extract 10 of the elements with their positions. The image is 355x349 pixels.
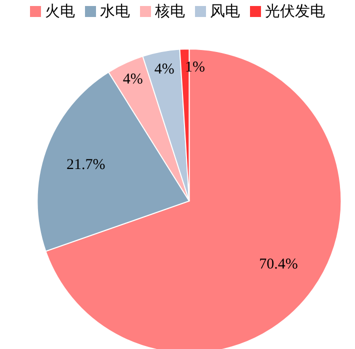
legend-label: 核电 — [155, 2, 185, 20]
data-label: 70.4% — [259, 256, 298, 272]
data-label: 21.7% — [66, 156, 106, 173]
data-label: 4% — [122, 72, 143, 88]
legend-label: 光伏发电 — [265, 2, 325, 20]
legend-label: 风电 — [210, 2, 240, 20]
data-label: 4% — [154, 62, 174, 78]
legend-label: 水电 — [100, 2, 130, 20]
data-label: 1% — [185, 59, 206, 76]
legend-label: 火电 — [45, 2, 75, 20]
